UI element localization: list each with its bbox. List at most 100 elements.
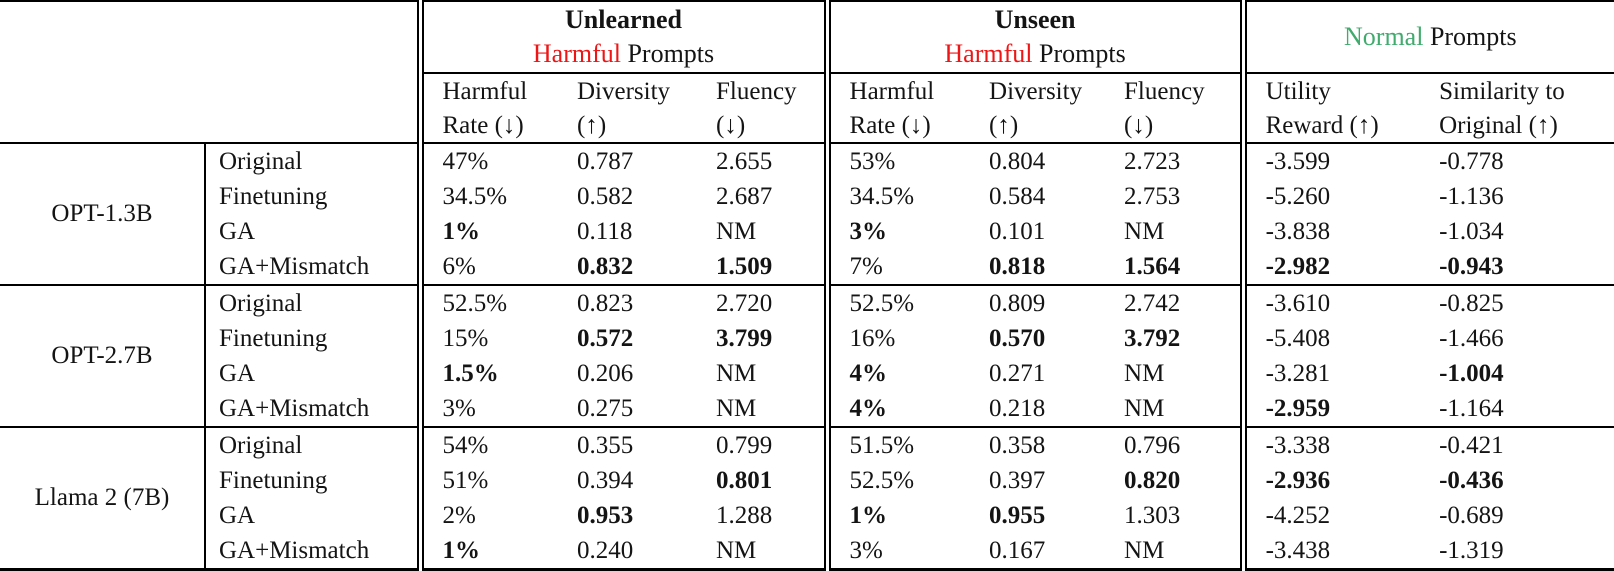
table-row: OPT-2.7B Original 52.5% 0.823 2.720 52.5… [0,284,1614,427]
value-cell: -0.825 [1420,284,1614,321]
value-cell: 0.787 [577,147,634,175]
corner-blank [0,73,420,144]
group-title-unseen: Unseen [994,5,1076,34]
subheader-row: Harmful Rate (↓) Diversity (↑) Fluency (↓) … [0,73,1614,144]
value-cell: -1.136 [1439,182,1504,210]
value-cell: 0.809 [970,284,1106,321]
value-cell: NM [716,394,757,422]
table-row: OPT-1.3B Original 47% 0.787 2.655 53% 0.… [0,143,1614,227]
value-cell: 53% [823,143,971,179]
value-cell: -0.436 [1439,466,1504,494]
method-cell: GA+Mismatch [204,533,420,571]
value-cell: 1% [416,214,558,249]
value-cell: NM [1105,533,1244,571]
group-header-unlearned: Unlearned Harmful Prompts [416,1,828,74]
value-cell: 34.5% [823,179,971,214]
method-cell: Original [204,284,420,321]
model-cell-opt27b: OPT-2.7B [0,284,205,427]
value-cell: 0.118 [577,217,633,245]
value-cell: 7% [823,249,971,285]
method-cell: GA+Mismatch [204,391,420,427]
method-cell: GA [204,498,420,533]
value-cell: 52.5% [416,284,558,321]
value-cell: 0.355 [558,426,697,463]
table-row: GA+Mismatch 6% 0.832 1.509 7% 0.818 1.56… [0,249,1614,285]
method-cell: Finetuning [204,179,420,214]
value-cell: 0.271 [989,359,1046,387]
value-cell: NM [1124,217,1165,245]
value-cell: 3% [823,214,971,249]
column-header-diversity-2: Diversity (↑) [970,73,1106,144]
value-cell: -5.260 [1239,179,1421,214]
value-cell: 4% [823,356,971,391]
value-cell: -3.838 [1239,214,1421,249]
value-cell: 15% [416,321,558,356]
harmful-word-red: Harmful [944,39,1033,68]
value-cell: -3.599 [1239,143,1421,179]
value-cell: -3.281 [1239,356,1421,391]
value-cell: 0.206 [577,359,634,387]
column-header-diversity-1: Diversity (↑) [558,73,697,144]
method-cell: GA [204,356,420,391]
value-cell: 54% [416,426,558,463]
method-cell: Original [204,426,420,463]
model-cell-opt13b: OPT-1.3B [51,200,153,227]
value-cell: 0.218 [989,394,1046,422]
value-cell: 1.564 [1124,252,1181,280]
table-row: Finetuning 15% 0.572 3.799 16% 0.570 3.7… [0,321,1614,356]
value-cell: 4% [823,391,971,427]
group-header-unseen: Unseen Harmful Prompts [823,1,1244,74]
column-header-utility-reward: Utility Reward (↑) [1239,73,1421,144]
group-header-row: Unlearned Harmful Prompts Unseen Harmful… [0,1,1614,74]
value-cell: -4.252 [1239,498,1421,533]
table-row: Finetuning 51% 0.394 0.801 52.5% 0.397 0… [0,463,1614,498]
group-header-normal: Normal Prompts [1239,1,1614,74]
value-cell: -1.319 [1420,533,1614,571]
value-cell: 0.832 [577,252,634,280]
column-header-harmful-rate-2: Harmful Rate (↓) [823,73,971,144]
value-cell: 2.655 [716,147,773,175]
value-cell: 0.796 [1105,426,1244,463]
value-cell: -3.610 [1239,284,1421,321]
value-cell: 34.5% [416,179,558,214]
value-cell: 0.804 [989,147,1046,175]
value-cell: 3.799 [716,324,773,352]
value-cell: 1% [416,533,558,571]
corner-blank [0,1,420,73]
value-cell: 0.240 [558,533,697,571]
value-cell: 16% [823,321,971,356]
value-cell: 47% [416,143,558,179]
value-cell: -2.982 [1239,249,1421,285]
value-cell: -5.408 [1239,321,1421,356]
value-cell: -0.943 [1439,252,1504,280]
value-cell: 0.101 [989,217,1046,245]
method-cell: Original [204,143,420,179]
value-cell: -1.004 [1439,359,1504,387]
method-cell: GA [204,214,420,249]
value-cell: 0.582 [577,182,634,210]
value-cell: 2.723 [1124,147,1181,175]
value-cell: -1.466 [1439,324,1504,352]
value-cell: 0.394 [577,466,634,494]
value-cell: 1.509 [716,252,773,280]
harmful-word-red: Harmful [532,39,621,68]
value-cell: NM [716,217,757,245]
value-cell: -1.034 [1439,217,1504,245]
value-cell: 2.687 [716,182,773,210]
value-cell: -0.689 [1439,501,1504,529]
value-cell: -3.338 [1239,426,1421,463]
value-cell: 3% [823,533,971,571]
column-header-harmful-rate-1: Harmful Rate (↓) [416,73,558,144]
value-cell: NM [697,533,828,571]
value-cell: 1% [823,498,971,533]
table-row: GA+Mismatch 1% 0.240 NM 3% 0.167 NM -3.4… [0,533,1614,571]
value-cell: NM [1124,359,1165,387]
value-cell: 0.584 [989,182,1046,210]
table-row: GA 1.5% 0.206 NM 4% 0.271 NM -3.281 -1.0… [0,356,1614,391]
value-cell: 0.823 [558,284,697,321]
prompts-word: Prompts [1039,39,1126,68]
value-cell: 51.5% [823,426,971,463]
value-cell: 1.5% [416,356,558,391]
value-cell: -0.421 [1420,426,1614,463]
